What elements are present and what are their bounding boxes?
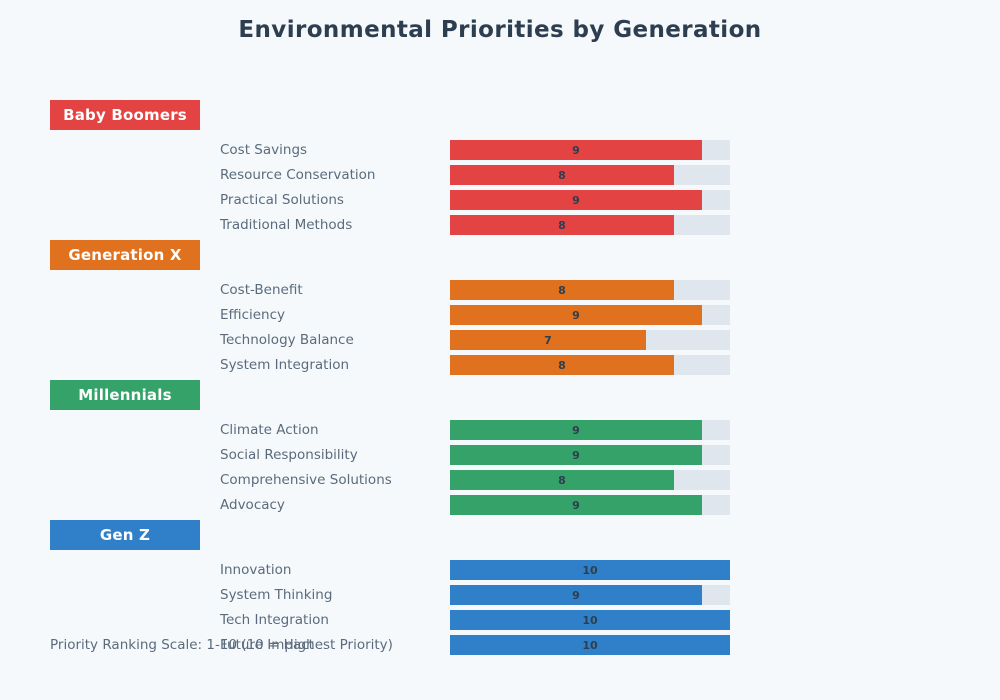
- bar-value-label: 9: [572, 308, 580, 322]
- priority-label: Traditional Methods: [220, 217, 353, 233]
- bar-value-label: 9: [572, 448, 580, 462]
- bar-track: 9: [450, 495, 730, 515]
- priority-label: Innovation: [220, 562, 292, 578]
- bar-value-label: 9: [572, 193, 580, 207]
- priority-row: Practical Solutions 9: [0, 188, 1000, 213]
- bar-track: 8: [450, 215, 730, 235]
- bar-fill: 9: [450, 190, 702, 210]
- bar-track: 10: [450, 560, 730, 580]
- bar-fill: 9: [450, 420, 702, 440]
- priority-row: Comprehensive Solutions 8: [0, 468, 1000, 493]
- priority-label: Future Impact: [220, 637, 314, 653]
- priority-label: Comprehensive Solutions: [220, 472, 392, 488]
- priority-row: Future Impact 10: [0, 633, 1000, 658]
- priority-row: Social Responsibility 9: [0, 443, 1000, 468]
- bar-value-label: 10: [582, 613, 598, 627]
- bar-track: 8: [450, 355, 730, 375]
- bar-fill: 9: [450, 305, 702, 325]
- priority-row: System Thinking 9: [0, 583, 1000, 608]
- generation-header: Millennials: [50, 380, 200, 410]
- priority-label: Cost-Benefit: [220, 282, 303, 298]
- group-rows: Climate Action 9 Social Responsibility 9 Com…: [0, 418, 1000, 518]
- priority-label: Tech Integration: [220, 612, 329, 628]
- priority-label: Practical Solutions: [220, 192, 344, 208]
- group-rows: Innovation 10 System Thinking 9 Tech Integra…: [0, 558, 1000, 658]
- bar-track: 9: [450, 445, 730, 465]
- group-rows: Cost-Benefit 8 Efficiency 9 Technology Balan…: [0, 278, 1000, 378]
- bar-value-label: 8: [558, 168, 566, 182]
- scale-note: Priority Ranking Scale: 1-10 (10 = Highe…: [50, 637, 393, 653]
- bar-fill: 9: [450, 140, 702, 160]
- priority-row: Resource Conservation 8: [0, 163, 1000, 188]
- priority-label: Efficiency: [220, 307, 286, 323]
- bar-value-label: 10: [582, 563, 598, 577]
- bar-value-label: 9: [572, 588, 580, 602]
- priority-row: Cost-Benefit 8: [0, 278, 1000, 303]
- bar-fill: 7: [450, 330, 646, 350]
- priority-row: Traditional Methods 8: [0, 213, 1000, 238]
- bar-track: 9: [450, 585, 730, 605]
- chart-title: Environmental Priorities by Generation: [238, 17, 762, 43]
- bar-fill: 8: [450, 355, 674, 375]
- generation-group: Millennials Climate Action 9 Social Respons…: [0, 380, 1000, 520]
- priority-label: Technology Balance: [220, 332, 354, 348]
- bar-fill: 8: [450, 470, 674, 490]
- bar-track: 8: [450, 280, 730, 300]
- priority-label: Cost Savings: [220, 142, 308, 158]
- priority-row: Advocacy 9: [0, 493, 1000, 518]
- group-rows: Cost Savings 9 Resource Conservation 8 Pract…: [0, 138, 1000, 238]
- bar-fill: 8: [450, 165, 674, 185]
- bar-value-label: 9: [572, 143, 580, 157]
- bar-track: 8: [450, 470, 730, 490]
- bar-value-label: 8: [558, 283, 566, 297]
- bar-track: 9: [450, 140, 730, 160]
- bar-value-label: 9: [572, 423, 580, 437]
- priority-row: Technology Balance 7: [0, 328, 1000, 353]
- bar-track: 8: [450, 165, 730, 185]
- bar-value-label: 8: [558, 218, 566, 232]
- chart-body: Baby Boomers Cost Savings 9 Resource Conser…: [0, 100, 1000, 660]
- priority-row: Innovation 10: [0, 558, 1000, 583]
- generation-header: Gen Z: [50, 520, 200, 550]
- priority-row: Cost Savings 9: [0, 138, 1000, 163]
- bar-value-label: 10: [582, 638, 598, 652]
- priority-label: Resource Conservation: [220, 167, 376, 183]
- bar-track: 9: [450, 190, 730, 210]
- bar-value-label: 7: [544, 333, 552, 347]
- bar-track: 10: [450, 635, 730, 655]
- bar-fill: 9: [450, 495, 702, 515]
- priority-label: Social Responsibility: [220, 447, 358, 463]
- bar-track: 9: [450, 305, 730, 325]
- bar-value-label: 8: [558, 473, 566, 487]
- priority-label: Climate Action: [220, 422, 319, 438]
- bar-value-label: 8: [558, 358, 566, 372]
- bar-fill: 10: [450, 610, 730, 630]
- priority-row: Climate Action 9: [0, 418, 1000, 443]
- priority-label: System Thinking: [220, 587, 333, 603]
- bar-value-label: 9: [572, 498, 580, 512]
- priority-row: System Integration 8: [0, 353, 1000, 378]
- bar-fill: 8: [450, 280, 674, 300]
- priority-label: Advocacy: [220, 497, 285, 513]
- bar-track: 7: [450, 330, 730, 350]
- generation-group: Gen Z Innovation 10 System Thinking 9 Tech In…: [0, 520, 1000, 660]
- generation-group: Baby Boomers Cost Savings 9 Resource Conser…: [0, 100, 1000, 240]
- bar-track: 10: [450, 610, 730, 630]
- bar-fill: 9: [450, 585, 702, 605]
- bar-fill: 9: [450, 445, 702, 465]
- bar-fill: 10: [450, 635, 730, 655]
- bar-track: 9: [450, 420, 730, 440]
- generation-header: Baby Boomers: [50, 100, 200, 130]
- bar-fill: 10: [450, 560, 730, 580]
- priority-label: System Integration: [220, 357, 350, 373]
- priority-row: Efficiency 9: [0, 303, 1000, 328]
- priority-row: Tech Integration 10: [0, 608, 1000, 633]
- bar-fill: 8: [450, 215, 674, 235]
- generation-header: Generation X: [50, 240, 200, 270]
- generation-group: Generation X Cost-Benefit 8 Efficiency 9 Tech…: [0, 240, 1000, 380]
